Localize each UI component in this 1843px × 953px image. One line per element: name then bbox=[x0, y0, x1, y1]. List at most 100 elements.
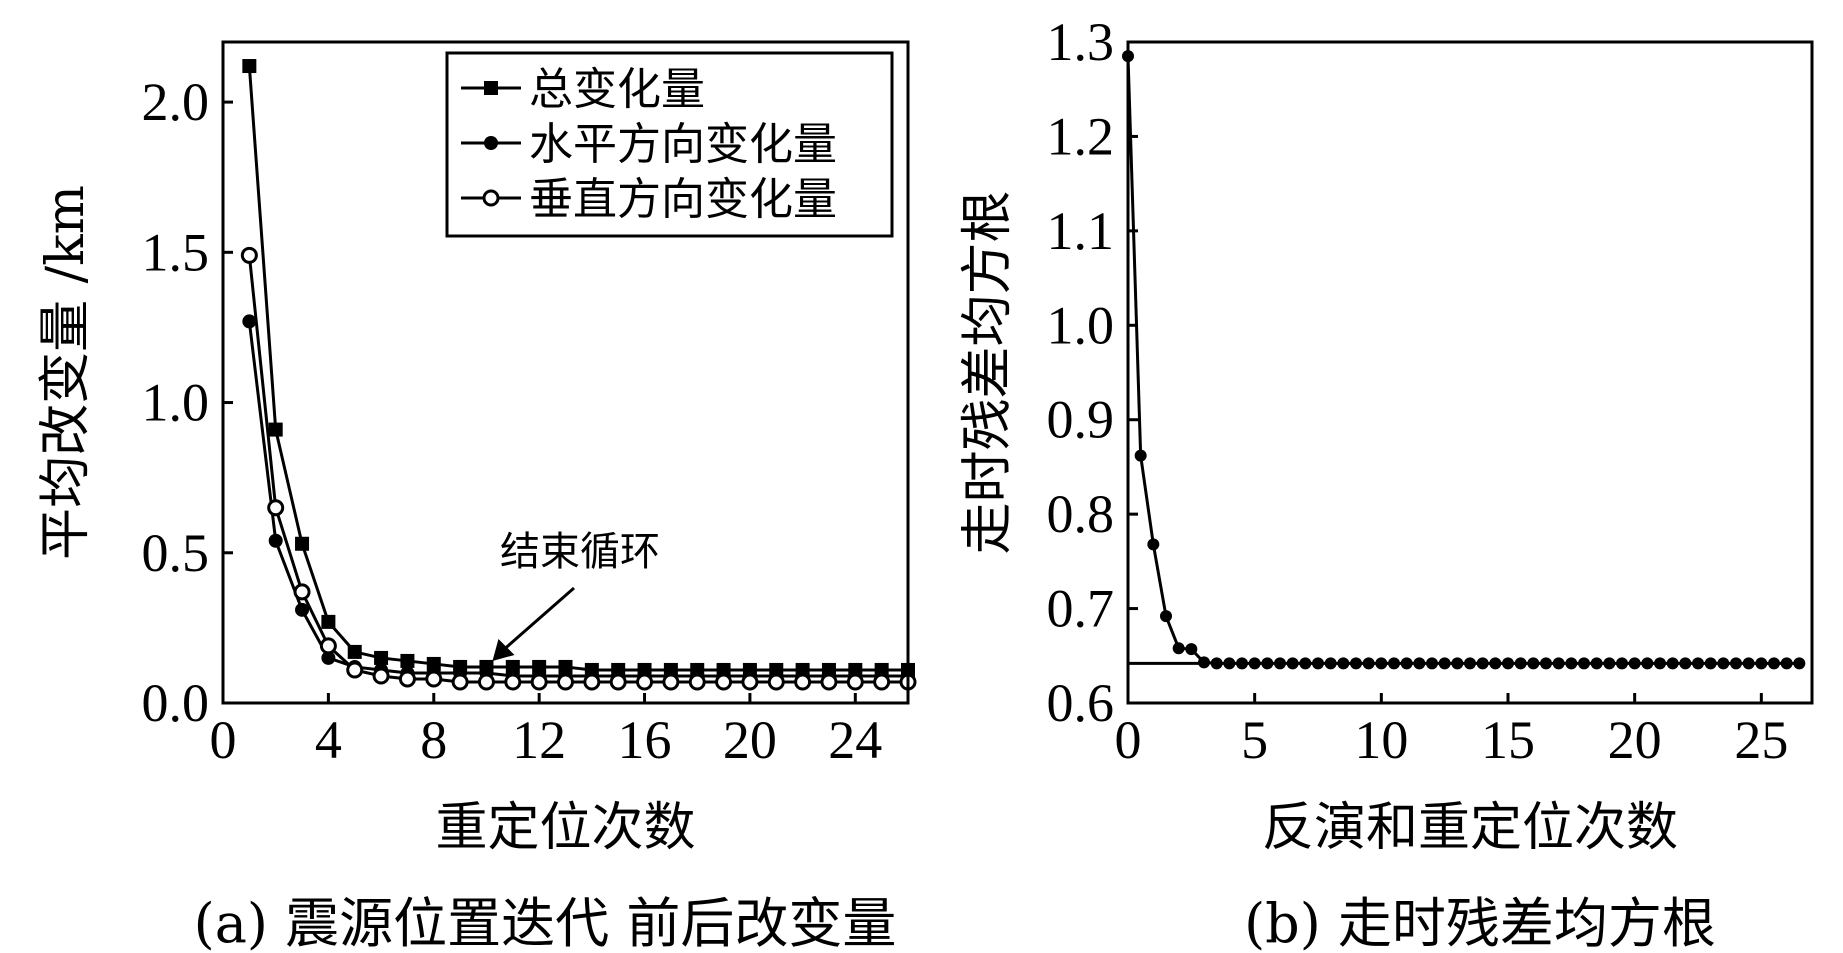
data-point-b bbox=[1603, 657, 1616, 670]
y-tick-label-b: 1.2 bbox=[1047, 106, 1115, 166]
data-point-b bbox=[1464, 657, 1476, 670]
legend-label-a: 总变化量 bbox=[529, 64, 705, 115]
data-point-b bbox=[1552, 657, 1565, 670]
data-point-b bbox=[1198, 656, 1210, 669]
annotation-text-a: 结束循环 bbox=[500, 529, 660, 575]
data-point-a-2 bbox=[425, 670, 443, 688]
data-point-b bbox=[1312, 657, 1324, 670]
x-tick-label-b: 0 bbox=[1115, 710, 1142, 770]
data-point-b bbox=[1704, 657, 1717, 670]
data-point-a-2 bbox=[293, 583, 311, 601]
data-point-a-0 bbox=[321, 614, 336, 629]
data-point-a-2 bbox=[662, 673, 680, 691]
data-point-b bbox=[1590, 657, 1603, 670]
chart-a: 0 4 8 12 16 20 24 0.0 0.5 1.0 1.5 2.0 总变化量水平方向变化量垂直方… bbox=[36, 40, 917, 953]
data-point-b bbox=[1299, 657, 1312, 670]
y-tick-label-a: 1.5 bbox=[142, 222, 210, 282]
data-point-a-0 bbox=[400, 653, 415, 668]
data-point-a-2 bbox=[477, 673, 495, 691]
caption-a: (a) 震源位置迭代 前后改变量 bbox=[194, 892, 897, 953]
data-point-b bbox=[1489, 657, 1502, 670]
x-axis-label-a: 重定位次数 bbox=[435, 798, 695, 858]
x-tick-label-a: 20 bbox=[723, 710, 777, 770]
data-point-a-0 bbox=[347, 644, 362, 659]
data-point-b bbox=[1730, 657, 1742, 670]
data-point-b bbox=[1375, 657, 1388, 670]
data-point-b bbox=[1565, 657, 1578, 670]
data-point-a-2 bbox=[609, 673, 627, 691]
data-point-b bbox=[1768, 657, 1780, 670]
data-point-a-1 bbox=[321, 650, 336, 665]
data-point-b bbox=[1628, 657, 1641, 670]
data-point-a-2 bbox=[346, 661, 364, 679]
legend-label-a: 水平方向变化量 bbox=[529, 119, 837, 170]
data-point-b bbox=[1223, 657, 1236, 670]
data-point-b bbox=[1337, 657, 1350, 670]
x-tick-label-b: 10 bbox=[1354, 710, 1408, 770]
legend-marker-a bbox=[482, 189, 500, 207]
data-point-a-2 bbox=[530, 673, 548, 691]
y-tick-label-b: 0.9 bbox=[1047, 390, 1115, 450]
data-point-a-2 bbox=[504, 673, 522, 691]
data-point-a-2 bbox=[846, 673, 864, 691]
data-point-b bbox=[1160, 610, 1172, 623]
legend-marker-a bbox=[484, 136, 498, 150]
data-point-a-2 bbox=[688, 673, 706, 691]
data-point-b bbox=[1780, 657, 1793, 670]
data-point-b bbox=[1185, 643, 1198, 656]
data-point-a-2 bbox=[741, 673, 759, 691]
data-point-b bbox=[1248, 657, 1261, 670]
y-axis-label-b: 走时残差均方根 bbox=[958, 190, 1018, 554]
y-tick-label-a: 2.0 bbox=[142, 72, 210, 132]
x-tick-label-a: 24 bbox=[828, 710, 882, 770]
data-point-b bbox=[1426, 657, 1438, 670]
data-point-a-0 bbox=[242, 59, 257, 74]
data-point-b bbox=[1210, 657, 1223, 670]
data-point-b bbox=[1476, 657, 1489, 670]
y-tick-label-b: 1.3 bbox=[1047, 12, 1115, 72]
data-point-a-2 bbox=[398, 670, 416, 688]
data-point-b bbox=[1755, 657, 1768, 670]
legend-label-a: 垂直方向变化量 bbox=[529, 174, 837, 225]
data-point-b bbox=[1362, 657, 1375, 670]
data-point-a-2 bbox=[372, 667, 390, 685]
data-point-b bbox=[1679, 657, 1692, 670]
data-point-b bbox=[1413, 657, 1426, 670]
annotation-arrowhead-a bbox=[492, 638, 515, 661]
data-point-a-2 bbox=[267, 499, 285, 517]
legend-a bbox=[445, 51, 894, 238]
data-point-a-2 bbox=[557, 673, 574, 691]
data-point-b bbox=[1261, 657, 1274, 670]
x-tick-label-b: 15 bbox=[1481, 710, 1535, 770]
x-tick-label-a: 0 bbox=[210, 710, 237, 770]
plot-frame-b bbox=[1126, 40, 1814, 705]
y-tick-label-b: 0.7 bbox=[1047, 579, 1115, 639]
data-point-b bbox=[1400, 657, 1413, 670]
data-point-b bbox=[1274, 657, 1286, 670]
data-point-a-1 bbox=[242, 314, 257, 329]
data-point-b bbox=[1641, 657, 1654, 670]
data-point-a-2 bbox=[583, 673, 601, 691]
data-point-a-2 bbox=[451, 673, 469, 691]
data-point-b bbox=[1451, 657, 1464, 670]
data-point-a-2 bbox=[767, 673, 785, 691]
data-point-b bbox=[1134, 449, 1147, 462]
data-point-b bbox=[1793, 657, 1806, 670]
data-point-a-2 bbox=[319, 637, 337, 655]
data-point-b bbox=[1616, 657, 1628, 670]
series-line-a-2 bbox=[247, 255, 908, 684]
y-tick-label-b: 0.8 bbox=[1047, 484, 1115, 544]
x-tick-label-a: 16 bbox=[618, 710, 672, 770]
data-point-b bbox=[1286, 657, 1299, 670]
data-point-a-2 bbox=[820, 673, 838, 691]
y-tick-label-a: 1.0 bbox=[142, 373, 210, 433]
data-point-b bbox=[1540, 657, 1552, 670]
data-point-b bbox=[1350, 657, 1362, 670]
x-tick-label-b: 20 bbox=[1608, 710, 1662, 770]
data-point-a-2 bbox=[636, 673, 654, 691]
data-point-b bbox=[1527, 657, 1540, 670]
chart-b: 0 5 10 15 20 25 0.6 0.7 0.8 0.9 1.0 1.1 1.2 1.3 反演和重定位… bbox=[958, 12, 1814, 953]
data-point-a-0 bbox=[295, 536, 310, 551]
data-point-a-2 bbox=[873, 673, 891, 691]
caption-b: (b) 走时残差均方根 bbox=[1244, 892, 1716, 953]
